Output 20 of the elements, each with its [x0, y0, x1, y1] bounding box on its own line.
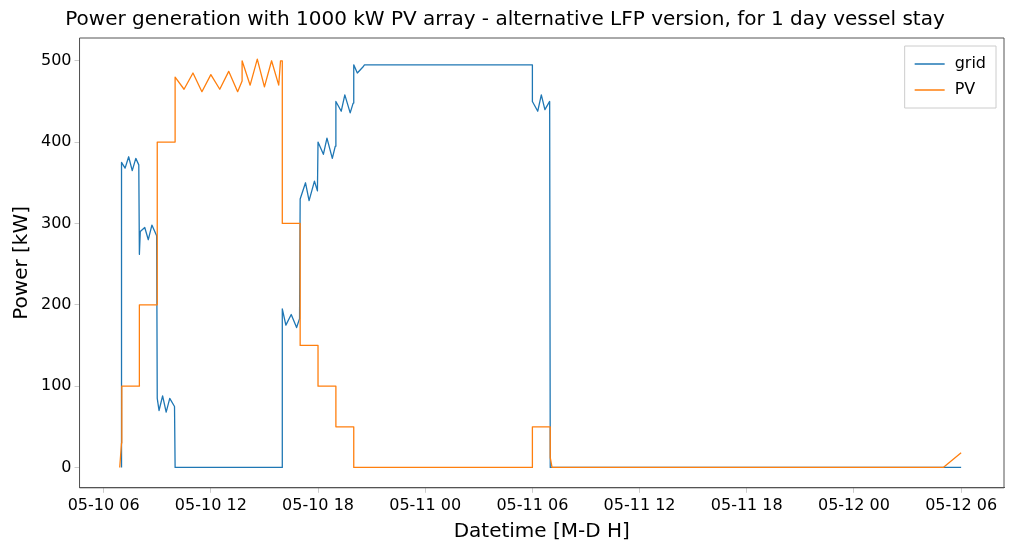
x-tick-label: 05-10 18 — [282, 494, 354, 514]
x-tick-label: 05-11 12 — [603, 494, 676, 514]
x-axis-title: Datetime [M-D H] — [453, 518, 630, 543]
x-tick-label: 05-10 06 — [67, 494, 140, 514]
y-tick-label: 0 — [61, 456, 72, 476]
x-tick-label: 05-12 00 — [817, 494, 890, 514]
x-tick-label: 05-11 00 — [389, 494, 462, 514]
legend-label: grid — [954, 53, 987, 73]
y-tick-label: 400 — [40, 131, 72, 151]
y-axis-title: Power [kW] — [8, 206, 33, 320]
chart-title: Power generation with 1000 kW PV array - alternative LFP version, for 1 day vessel stay — [65, 6, 945, 31]
x-tick-label: 05-11 18 — [710, 494, 783, 514]
y-tick-label: 200 — [40, 293, 72, 313]
y-tick-label: 300 — [40, 212, 72, 232]
legend-label: PV — [954, 79, 976, 99]
x-tick-label: 05-12 06 — [925, 494, 998, 514]
y-tick-label: 500 — [40, 49, 72, 69]
y-tick-label: 100 — [40, 375, 72, 395]
x-tick-label: 05-10 12 — [174, 494, 247, 514]
x-tick-label: 05-11 06 — [496, 494, 569, 514]
